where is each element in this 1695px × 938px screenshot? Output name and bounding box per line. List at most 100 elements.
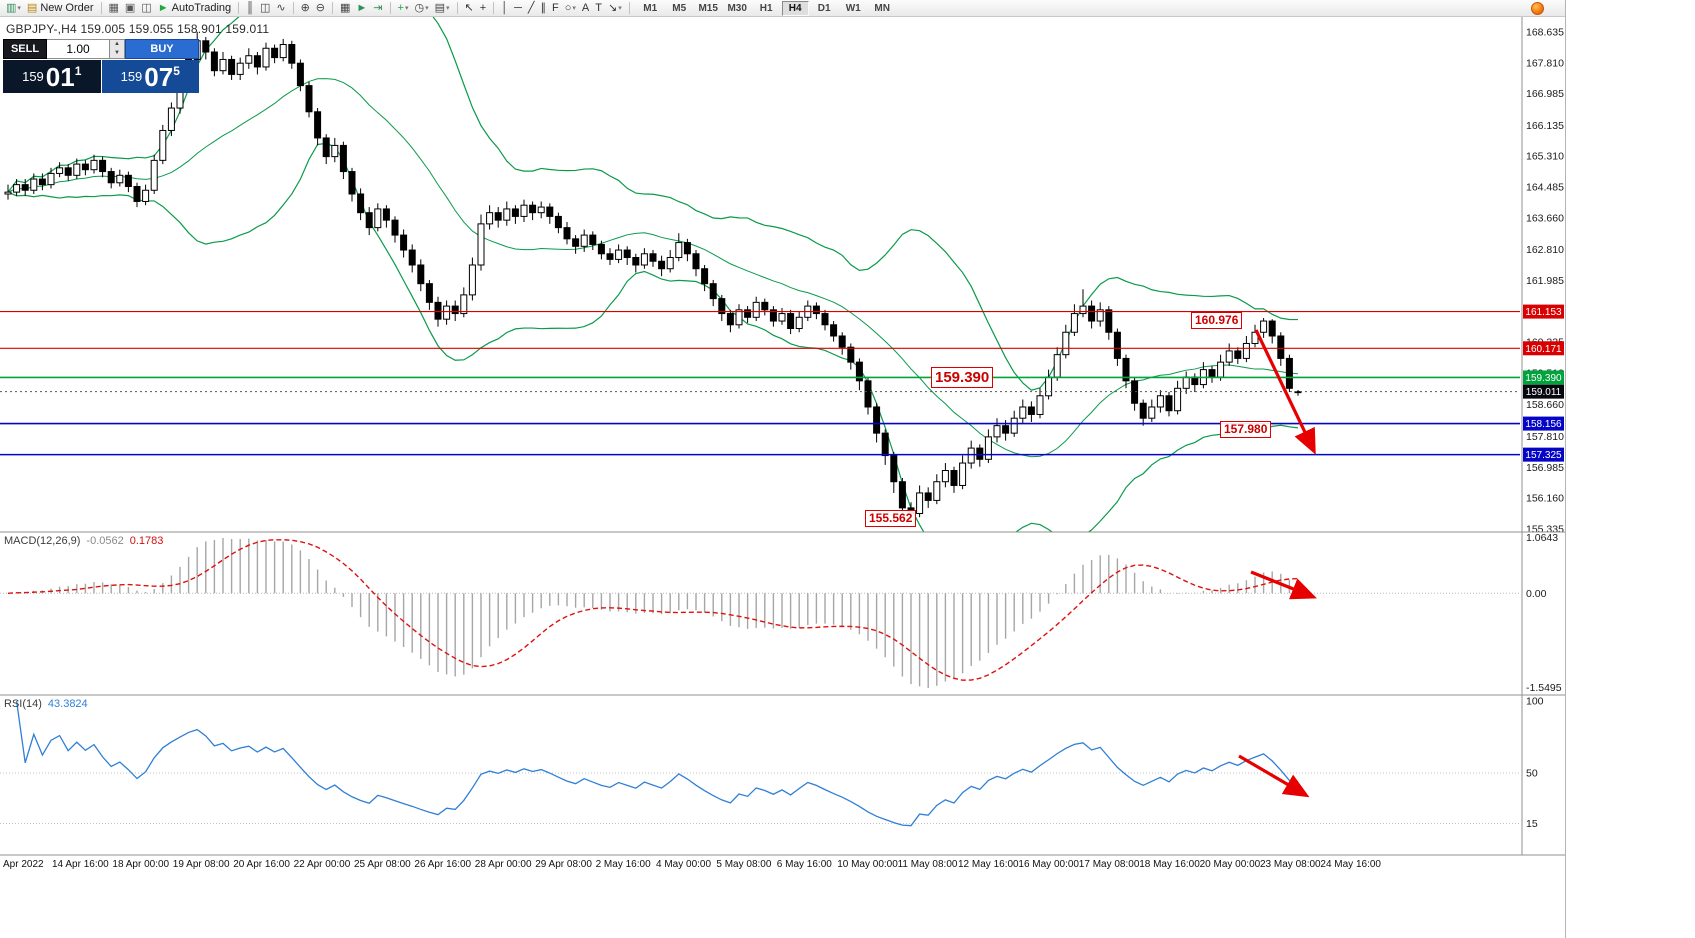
svg-text:-1.5495: -1.5495 xyxy=(1526,682,1562,694)
caret-down-icon: ▾ xyxy=(425,5,429,12)
spin-up-icon[interactable]: ▲ xyxy=(114,41,120,47)
text-label-icon: T xyxy=(595,1,602,14)
toolbar-separator xyxy=(292,2,294,14)
vertical-line-icon: │ xyxy=(501,1,509,14)
toolbar-profiles-icon[interactable]: ▦ xyxy=(106,1,122,16)
toolbar-arrows-icon[interactable]: ↘ ▾ xyxy=(605,1,625,16)
toolbar-auto-scroll-icon[interactable]: ► xyxy=(353,1,370,16)
toolbar-horizontal-line-icon[interactable]: ─ xyxy=(511,1,525,16)
toolbar-channel-icon[interactable]: ∥ xyxy=(537,1,549,16)
toolbar-fibonacci-icon[interactable]: F xyxy=(549,1,562,16)
ask-prefix: 159 xyxy=(120,69,143,84)
toolbar-chart-line-icon[interactable]: ∿ xyxy=(273,1,288,16)
toolbar-cursor-icon[interactable]: ↖ xyxy=(462,1,477,16)
price-scale-box-label: 159.011 xyxy=(1526,387,1562,398)
strategy-tester-icon: ◫ xyxy=(141,1,152,14)
toolbar-terminal-icon[interactable]: ▣ xyxy=(122,1,138,16)
price-scale-box xyxy=(1523,341,1564,356)
bid-big-digits: 01 xyxy=(45,61,75,92)
svg-text:162.810: 162.810 xyxy=(1526,244,1564,256)
timeframe-d1-button[interactable]: D1 xyxy=(817,2,831,14)
arrows-icon: ↘ xyxy=(607,1,618,14)
timeframe-m5-button[interactable]: M5 xyxy=(672,2,687,14)
autotrading-label: AutoTrading xyxy=(171,2,232,14)
rsi-axis[interactable]: 100 50 15 xyxy=(1526,696,1544,830)
svg-text:163.660: 163.660 xyxy=(1526,212,1564,224)
svg-text:2 May 16:00: 2 May 16:00 xyxy=(596,859,651,870)
price-scale-box xyxy=(1523,416,1564,431)
horizontal-lines[interactable] xyxy=(0,311,1520,456)
volume-input[interactable] xyxy=(47,39,110,59)
buy-button[interactable]: BUY xyxy=(125,39,199,59)
macd-trend-arrow[interactable] xyxy=(1250,570,1317,600)
rsi-line xyxy=(15,700,1299,827)
toolbar-tile-windows-icon[interactable]: ▦ xyxy=(337,1,353,16)
toolbar-text-label-icon[interactable]: T xyxy=(592,1,605,16)
bid-prefix: 159 xyxy=(22,69,44,84)
time-axis[interactable]: Apr 2022 14 Apr 16:00 18 Apr 00:00 19 Apr 0… xyxy=(3,859,1381,870)
svg-text:14 Apr 16:00: 14 Apr 16:00 xyxy=(52,859,109,870)
price-scale-box-label: 160.171 xyxy=(1525,344,1562,355)
rsi-indicator-label: RSI(14) 43.3824 xyxy=(4,698,88,710)
panel-separators[interactable] xyxy=(0,16,1565,856)
caret-down-icon: ▾ xyxy=(446,5,450,12)
toolbar-strategy-tester-icon[interactable]: ◫ xyxy=(138,1,154,16)
one-click-trading-panel: SELL ▲ ▼ BUY 159 01 1 159 07 5 xyxy=(3,39,199,93)
timeframe-m1-button[interactable]: M1 xyxy=(643,2,658,14)
toolbar-chart-bars-icon[interactable]: ║ xyxy=(243,1,257,16)
toolbar-shapes-icon[interactable]: ○ ▾ xyxy=(562,1,579,16)
toolbar-zoom-out-icon[interactable]: ⊖ xyxy=(313,1,328,16)
macd-axis[interactable]: 1.0643 0.00 -1.5495 xyxy=(1526,532,1562,694)
toolbar-chart-candles-icon[interactable]: ◫ xyxy=(257,1,273,16)
main-trend-arrow[interactable] xyxy=(1254,329,1316,455)
toolbar-new-chart-icon[interactable]: ▥ ▾ xyxy=(3,1,24,16)
toolbar-periods-icon[interactable]: ◷ ▾ xyxy=(411,1,431,16)
macd-name: MACD(12,26,9) xyxy=(4,535,81,547)
volume-spinner[interactable]: ▲ ▼ xyxy=(110,39,125,59)
svg-text:161.985: 161.985 xyxy=(1526,275,1564,287)
svg-text:19 Apr 08:00: 19 Apr 08:00 xyxy=(173,859,230,870)
price-scale-box xyxy=(1523,370,1564,385)
toolbar-vertical-line-icon[interactable]: │ xyxy=(498,1,511,16)
ask-price: 159 07 5 xyxy=(101,60,199,93)
svg-text:11 May 08:00: 11 May 08:00 xyxy=(898,859,958,870)
svg-text:10 May 00:00: 10 May 00:00 xyxy=(837,859,898,870)
sell-button[interactable]: SELL xyxy=(3,39,47,59)
spin-down-icon[interactable]: ▼ xyxy=(114,50,120,56)
chart-canvas[interactable]: 168.635 167.810 166.985 166.135 165.310 164.4… xyxy=(0,0,1565,938)
svg-text:0.00: 0.00 xyxy=(1526,588,1547,600)
toolbar-trendline-icon[interactable]: ╱ xyxy=(525,1,538,16)
text-icon: A xyxy=(581,1,590,14)
chart-candles-icon: ◫ xyxy=(259,1,271,14)
candles-layer xyxy=(4,31,1302,521)
svg-text:50: 50 xyxy=(1526,768,1538,780)
toolbar-crosshair-icon[interactable]: + xyxy=(477,1,489,16)
svg-text:16 May 00:00: 16 May 00:00 xyxy=(1018,859,1079,870)
svg-text:158.660: 158.660 xyxy=(1526,399,1564,411)
ask-pip-digit: 5 xyxy=(173,64,180,78)
timeframe-h1-button[interactable]: H1 xyxy=(759,2,773,14)
timeframe-m15-button[interactable]: M15 xyxy=(698,2,718,14)
rsi-name: RSI(14) xyxy=(4,698,42,710)
svg-text:18 Apr 00:00: 18 Apr 00:00 xyxy=(112,859,169,870)
toolbar-autotrading-button[interactable]: ► AutoTrading xyxy=(155,1,234,16)
timeframe-w1-button[interactable]: W1 xyxy=(845,2,861,14)
new-chart-icon: ▥ xyxy=(6,1,17,14)
toolbar-separator xyxy=(238,2,240,14)
svg-text:1.0643: 1.0643 xyxy=(1526,532,1558,544)
timeframe-m30-button[interactable]: M30 xyxy=(727,2,747,14)
rsi-trend-arrow[interactable] xyxy=(1238,754,1310,798)
toolbar-zoom-in-icon[interactable]: ⊕ xyxy=(298,1,313,16)
toolbar-chart-shift-icon[interactable]: ⇥ xyxy=(370,1,385,16)
svg-text:20 Apr 16:00: 20 Apr 16:00 xyxy=(233,859,290,870)
toolbar-new-order-button[interactable]: ▤ New Order xyxy=(24,1,97,16)
svg-text:20 May 00:00: 20 May 00:00 xyxy=(1200,859,1261,870)
toolbar-text-icon[interactable]: A xyxy=(579,1,592,16)
toolbar-indicators-icon[interactable]: + ▾ xyxy=(395,1,412,16)
toolbar-templates-icon[interactable]: ▤ ▾ xyxy=(432,1,453,16)
macd-signal-value: 0.1783 xyxy=(129,535,164,547)
timeframe-mn-button[interactable]: MN xyxy=(874,2,890,14)
price-scale-box xyxy=(1523,447,1564,462)
timeframe-h4-button[interactable]: H4 xyxy=(781,0,809,16)
svg-text:168.635: 168.635 xyxy=(1526,27,1564,39)
